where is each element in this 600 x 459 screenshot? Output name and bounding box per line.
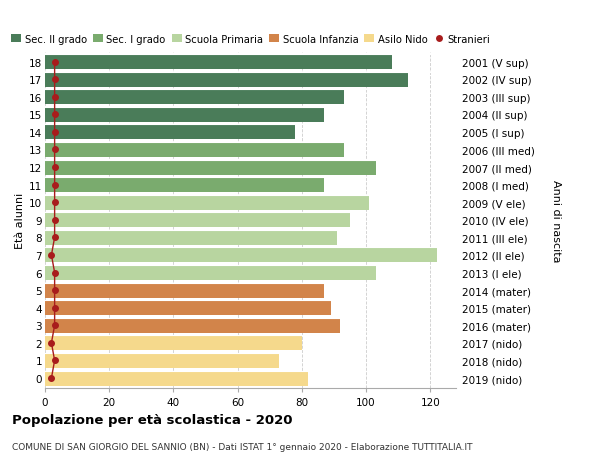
- Bar: [45, 301, 331, 315]
- Y-axis label: Anni di nascita: Anni di nascita: [551, 179, 561, 262]
- Bar: [45, 55, 392, 70]
- Bar: [45, 178, 325, 193]
- Bar: [45, 265, 376, 280]
- Bar: [45, 107, 325, 123]
- Text: Popolazione per età scolastica - 2020: Popolazione per età scolastica - 2020: [12, 413, 293, 426]
- Bar: [45, 213, 350, 228]
- Bar: [45, 353, 280, 368]
- Bar: [45, 90, 344, 105]
- Bar: [45, 248, 437, 263]
- Bar: [45, 371, 308, 386]
- Bar: [45, 318, 340, 333]
- Bar: [45, 73, 408, 87]
- Bar: [45, 160, 376, 175]
- Bar: [45, 283, 325, 298]
- Bar: [45, 125, 295, 140]
- Bar: [45, 143, 344, 157]
- Y-axis label: Età alunni: Età alunni: [15, 192, 25, 248]
- Text: COMUNE DI SAN GIORGIO DEL SANNIO (BN) - Dati ISTAT 1° gennaio 2020 - Elaborazion: COMUNE DI SAN GIORGIO DEL SANNIO (BN) - …: [12, 442, 473, 451]
- Legend: Sec. II grado, Sec. I grado, Scuola Primaria, Scuola Infanzia, Asilo Nido, Stran: Sec. II grado, Sec. I grado, Scuola Prim…: [11, 34, 490, 45]
- Bar: [45, 336, 302, 351]
- Bar: [45, 196, 370, 210]
- Bar: [45, 230, 337, 245]
